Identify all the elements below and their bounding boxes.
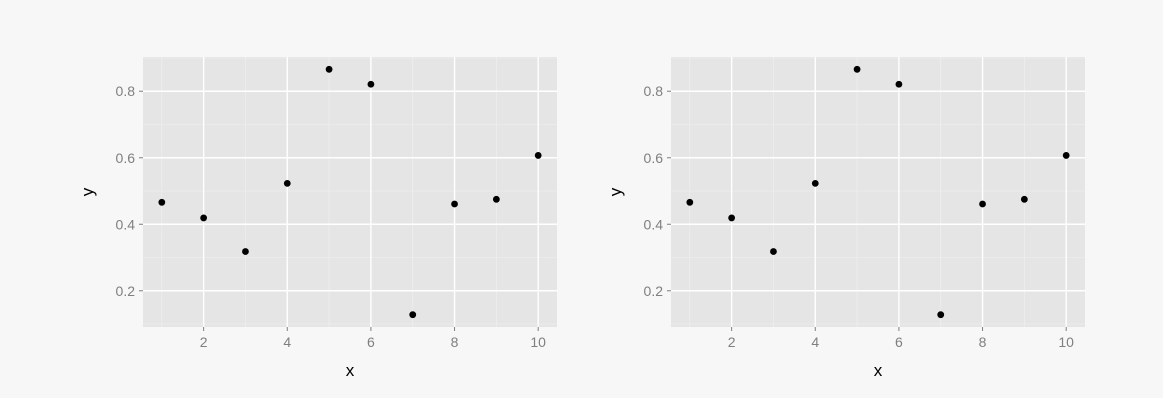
scatter-plot-2: 2 4 6 8 10 0.2 0.4 0.6 0.8 x y — [606, 57, 1085, 380]
data-point — [325, 65, 333, 73]
data-point — [728, 214, 736, 222]
x-tick-label: 6 — [895, 334, 903, 350]
y-tick-label: 0.6 — [644, 150, 664, 166]
data-point — [158, 198, 166, 206]
x-tick-label: 6 — [367, 334, 375, 350]
y-tick-label: 0.2 — [116, 283, 136, 299]
panel-background — [143, 57, 557, 327]
data-point — [937, 311, 945, 319]
y-tick-label: 0.8 — [116, 83, 136, 99]
data-point — [979, 200, 986, 208]
data-point — [283, 179, 291, 187]
data-point — [1062, 152, 1070, 159]
data-point — [451, 200, 458, 208]
data-point — [1020, 195, 1028, 203]
data-point — [811, 179, 819, 187]
data-point — [534, 152, 542, 159]
x-tick-label: 4 — [811, 334, 819, 350]
data-point — [492, 195, 500, 203]
x-tick-label: 8 — [451, 334, 459, 350]
x-tick-label: 2 — [200, 334, 208, 350]
y-axis-title: y — [606, 187, 625, 196]
y-tick-label: 0.6 — [116, 150, 136, 166]
data-point — [242, 248, 249, 255]
y-tick-label: 0.8 — [644, 83, 664, 99]
panel-background — [671, 57, 1085, 327]
y-tick-label: 0.2 — [644, 283, 664, 299]
data-point — [895, 80, 903, 88]
data-point — [686, 198, 694, 206]
y-tick-label: 0.4 — [644, 216, 664, 232]
x-tick-label: 10 — [530, 334, 546, 350]
x-axis-title: x — [346, 361, 355, 380]
x-axis-title: x — [874, 361, 883, 380]
data-point — [853, 65, 861, 73]
data-point — [409, 311, 417, 319]
x-tick-label: 2 — [728, 334, 736, 350]
x-tick-label: 8 — [979, 334, 987, 350]
x-tick-label: 4 — [283, 334, 291, 350]
scatter-plot-1: 2 4 6 8 10 0.2 0.4 0.6 0.8 x y — [78, 57, 557, 380]
data-point — [200, 214, 208, 222]
data-point — [770, 248, 777, 255]
y-axis-title: y — [78, 187, 97, 196]
data-point — [367, 80, 375, 88]
y-tick-label: 0.4 — [116, 216, 136, 232]
x-tick-label: 10 — [1058, 334, 1074, 350]
